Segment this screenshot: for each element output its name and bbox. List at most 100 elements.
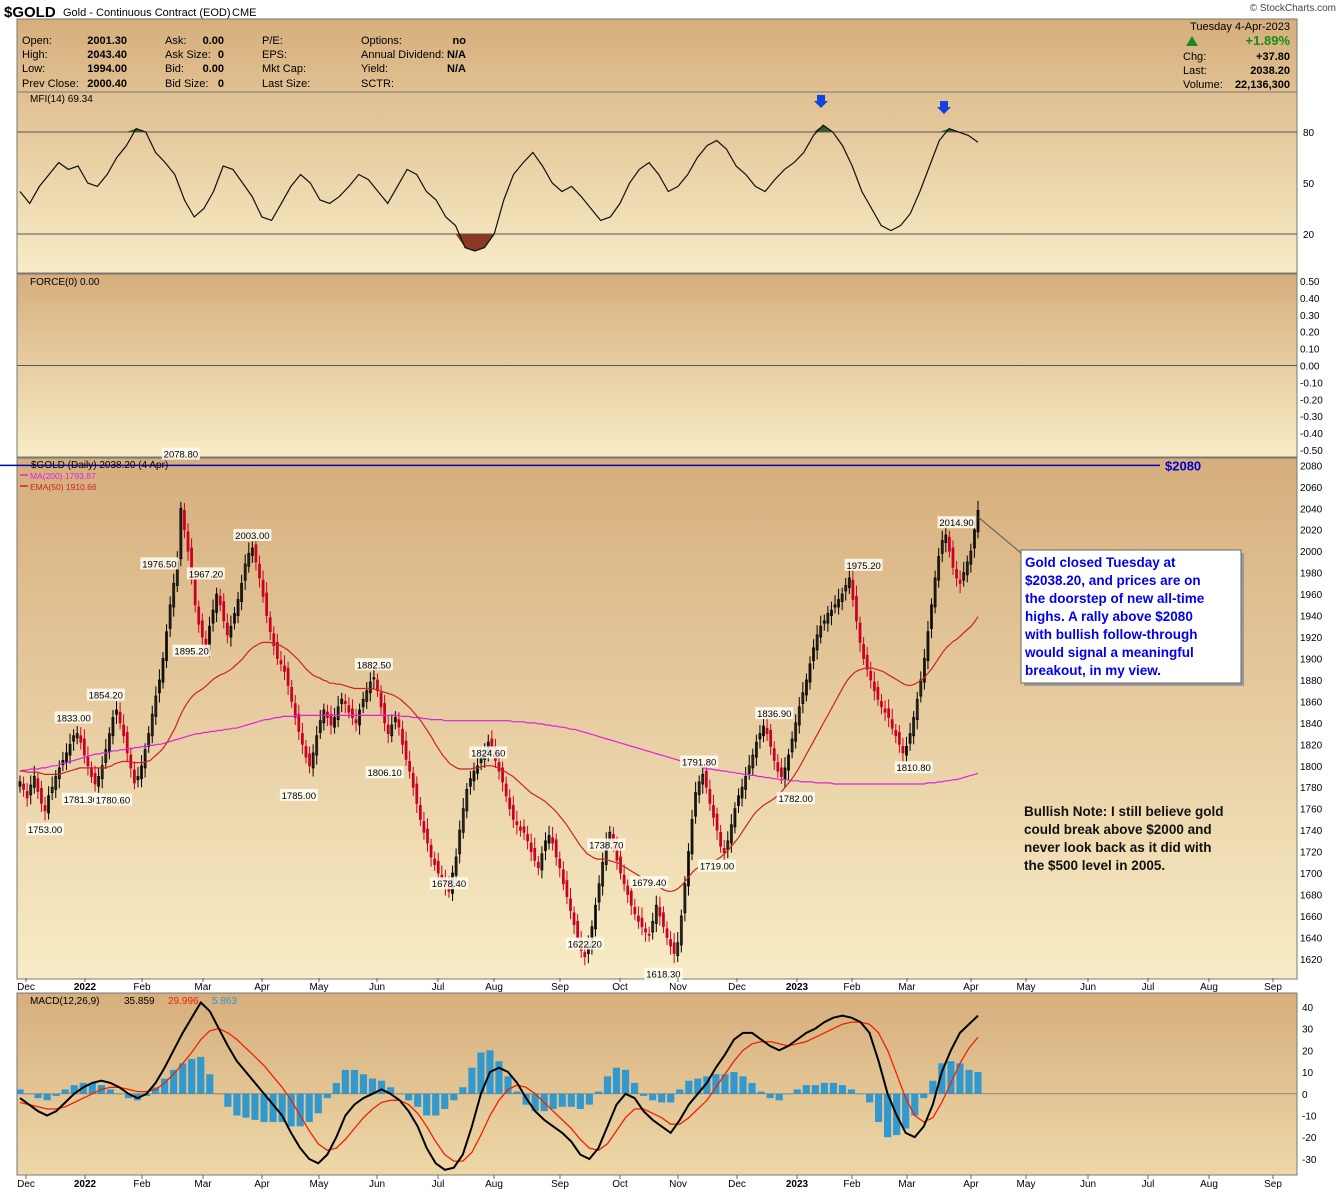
panel-price: 1620 1640 1660 1680 1700 1720 1740 1760 1780 1800… <box>0 447 1323 981</box>
price-candle <box>218 595 222 606</box>
price-candle <box>268 617 272 633</box>
price-candle <box>715 813 719 831</box>
macd-hist-bar <box>658 1093 666 1103</box>
price-candle <box>794 722 798 742</box>
price-candle <box>908 733 912 744</box>
price-candle <box>665 928 669 938</box>
macd-hist-bar <box>396 1093 404 1095</box>
price-candle <box>18 781 22 787</box>
macd-hist-bar <box>305 1093 313 1123</box>
price-candle <box>193 579 197 606</box>
summary-value: 2038.20 <box>1250 65 1290 77</box>
macd-hist-bar <box>405 1093 413 1101</box>
price-candle <box>672 942 676 954</box>
macd-hist-bar <box>513 1091 521 1094</box>
price-candle <box>594 904 597 930</box>
quote-label: EPS: <box>262 49 287 61</box>
price-annotation: 1678.40 <box>432 879 466 890</box>
price-candle <box>100 765 104 780</box>
macd-signal-line <box>19 1021 979 1162</box>
price-candle <box>386 724 390 734</box>
price-candle <box>651 920 655 933</box>
price-annotation: 1810.80 <box>896 763 930 774</box>
price-candle <box>279 660 283 665</box>
price-candle <box>504 783 508 797</box>
macd-tick-label: 0 <box>1302 1090 1308 1101</box>
price-candle <box>186 531 190 552</box>
price-candle <box>183 510 186 531</box>
price-annotation: 1854.20 <box>89 691 123 702</box>
price-candle <box>872 681 876 692</box>
price-candle <box>222 601 226 622</box>
annotation-box <box>54 711 93 724</box>
month-label: Dec <box>728 982 746 993</box>
price-candle <box>68 743 72 756</box>
month-label: Mar <box>898 1179 916 1190</box>
price-candle <box>104 749 108 763</box>
macd-hist-bar <box>70 1085 78 1094</box>
panel-mfi: Open: 2001.30 High: 2043.40 Low: 1994.00 Prev … <box>16 18 1315 274</box>
macd-tick-label: 40 <box>1302 1003 1314 1014</box>
price-candle <box>658 907 662 917</box>
price-annotation: 1806.10 <box>367 768 401 779</box>
annotation-box <box>565 937 604 950</box>
annotation-box <box>279 788 318 801</box>
month-axis-mid: Dec 2022 Feb Mar Apr May Jun Jul Aug Sep Oct Nov Dec… <box>17 978 1282 993</box>
macd-hist-bar <box>25 1093 33 1095</box>
price-candle <box>115 709 118 715</box>
macd-hist-bar <box>766 1093 774 1099</box>
force-tick-label: 0.10 <box>1300 345 1320 356</box>
symbol-label: $GOLD <box>4 4 56 21</box>
up-arrow-icon <box>1186 36 1198 46</box>
force-tick-label: 0.00 <box>1300 362 1320 373</box>
force-title: FORCE(0) 0.00 <box>30 277 100 288</box>
price-candle <box>433 858 437 865</box>
annotation-box <box>755 707 794 720</box>
price-candle <box>597 883 601 903</box>
price-candle <box>318 720 322 733</box>
macd-hist-bar <box>757 1091 765 1094</box>
price-candle <box>694 792 697 817</box>
legend-ema50: EMA(50) 1910.66 <box>30 482 97 492</box>
price-tick-label: 2040 <box>1300 504 1323 515</box>
price-candle <box>840 593 844 603</box>
price-candle <box>851 579 855 600</box>
macd-hist-bar <box>170 1069 178 1094</box>
macd-hist-bar <box>567 1093 575 1107</box>
macd-hist-bar <box>34 1093 42 1099</box>
macd-hist-bar <box>621 1069 630 1094</box>
price-candle <box>883 708 887 713</box>
price-candle <box>275 641 279 659</box>
down-arrow-icon <box>814 95 828 108</box>
macd-hist-bar <box>296 1093 304 1127</box>
macd-hist-bar <box>576 1093 584 1109</box>
header: $GOLD Gold - Continuous Contract (EOD) C… <box>4 3 1336 21</box>
force-tick-label: -0.40 <box>1300 429 1323 440</box>
price-candle <box>561 869 565 885</box>
quote-label: Prev Close: <box>22 78 79 90</box>
price-candle <box>179 507 183 560</box>
price-candle <box>418 805 422 820</box>
price-candle <box>422 821 426 833</box>
price-candle <box>50 786 54 794</box>
price-candle <box>125 732 129 754</box>
price-candle <box>901 746 905 754</box>
price-candle <box>933 577 937 608</box>
macd-hist-bar <box>847 1089 856 1094</box>
price-candle <box>90 767 93 777</box>
price-candle <box>383 703 386 724</box>
macd-hist-bar <box>477 1052 485 1094</box>
price-tick-label: 1920 <box>1300 633 1323 644</box>
price-candle <box>797 706 801 726</box>
price-annotation: 1782.00 <box>779 794 813 805</box>
macd-hist-bar <box>323 1093 331 1099</box>
summary-value: 22,136,300 <box>1235 79 1290 91</box>
price-candle <box>122 724 126 737</box>
macd-hist-bar <box>432 1093 440 1116</box>
macd-hist-bar <box>685 1080 693 1094</box>
macd-hist-bar <box>667 1093 675 1103</box>
price-candle <box>790 738 794 753</box>
price-candle <box>519 826 522 831</box>
force-plot: 0.50 0.40 0.30 0.20 0.10 0.00 -0.10 -0.20 -0.30 -… <box>17 277 1323 457</box>
exchange-label: CME <box>232 7 256 19</box>
